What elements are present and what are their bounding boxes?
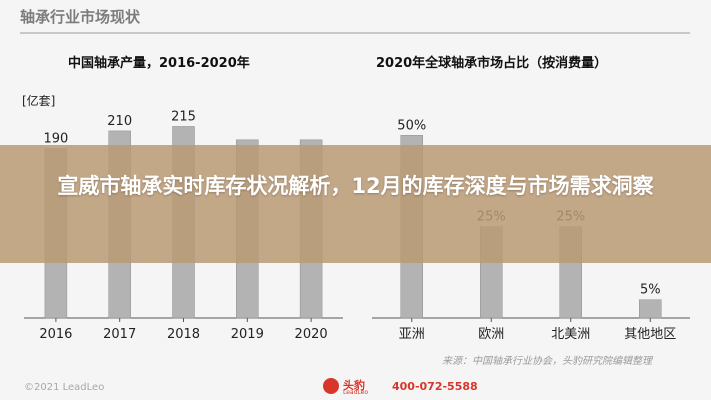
data-label-0-2: 215 [171,109,196,124]
tick-label-1-3: 其他地区 [624,327,676,342]
tick-label-0-2: 2018 [167,327,200,342]
title-divider [20,32,690,34]
bar-1-3 [639,299,662,319]
data-label-1-0: 50% [397,118,426,133]
chart-title-market-share: 2020年全球轴承市场占比（按消费量） [376,56,608,71]
leopard-icon [323,378,339,394]
logo-name: 头豹 [343,379,365,392]
phone-number[interactable]: 400-072-5588 [392,380,478,393]
unit-label: [亿套] [22,94,56,108]
tick-label-1-1: 欧洲 [478,327,504,342]
overlay-banner [0,145,711,263]
data-label-0-0: 190 [43,132,68,147]
source-note: 来源：中国轴承行业协会，头豹研究院编辑整理 [442,356,652,367]
tick-label-0-4: 2020 [295,327,328,342]
tick-label-0-1: 2017 [103,327,136,342]
data-label-1-3: 5% [640,283,661,298]
banner-headline: 宣威市轴承实时库存状况解析，12月的库存深度与市场需求洞察 [57,174,654,198]
tick-label-0-0: 2016 [39,327,72,342]
tick-label-1-2: 北美洲 [551,327,590,342]
chart-title-production: 中国轴承产量，2016-2020年 [68,56,250,71]
brand-logo[interactable]: 头豹 LeadLeo [323,376,381,396]
copyright-text: ©2021 LeadLeo [24,382,105,393]
data-label-0-1: 210 [107,114,132,129]
logo-subtitle: LeadLeo [343,389,369,396]
tick-label-1-0: 亚洲 [399,327,425,342]
page-title: 轴承行业市场现状 [20,8,141,26]
tick-label-0-3: 2019 [231,327,264,342]
